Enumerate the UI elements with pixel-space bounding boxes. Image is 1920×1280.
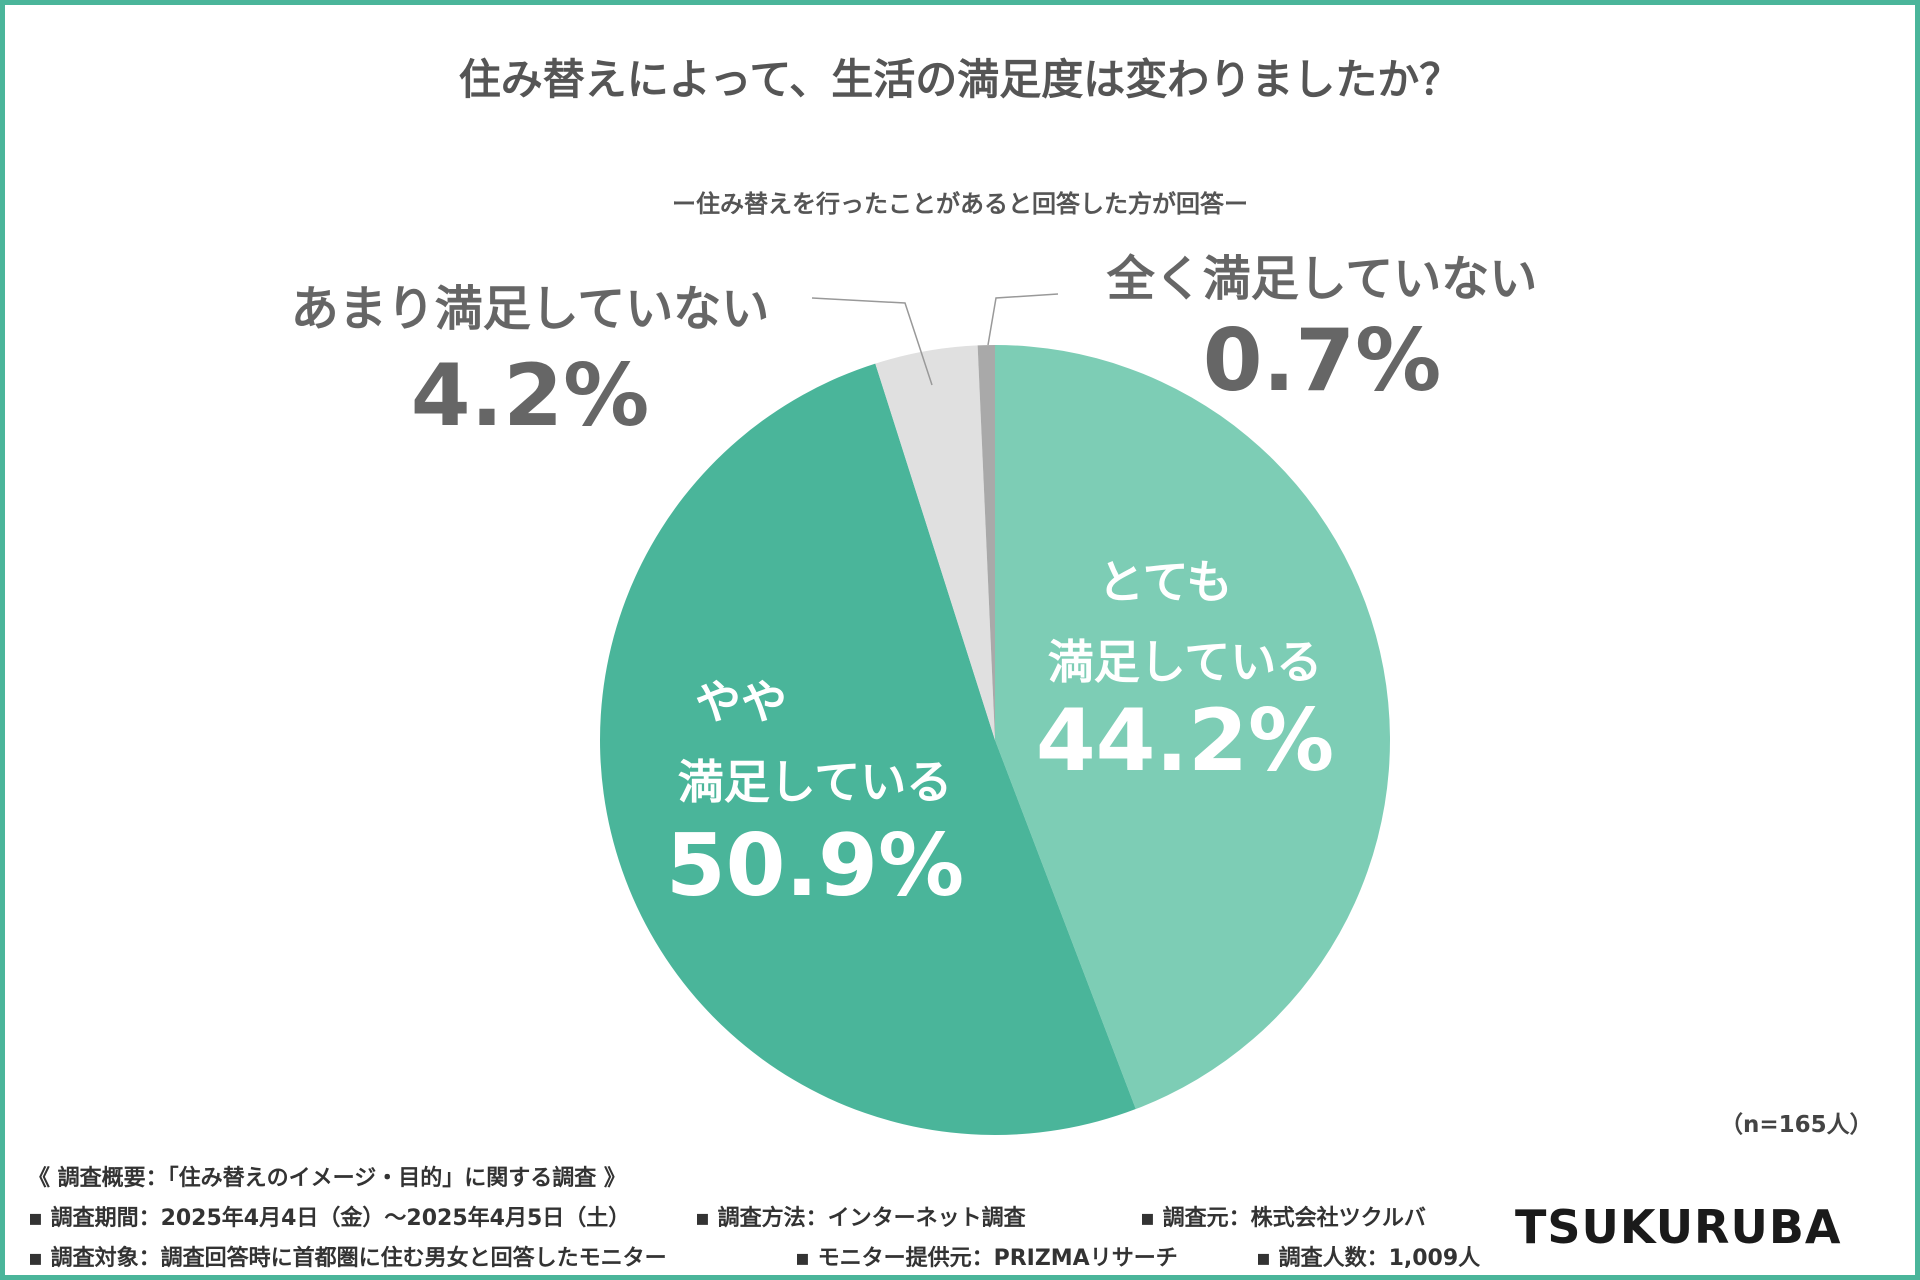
slice-label-0-line-0: とても xyxy=(1098,555,1232,609)
survey-source: ▪ 調査元：株式会社ツクルバ xyxy=(1140,1206,1426,1231)
survey-period: ▪ 調査期間：2025年4月4日（金）～2025年4月5日（土） xyxy=(28,1206,631,1231)
pie-slice-1 xyxy=(600,363,1136,1135)
pie-slice-0 xyxy=(995,345,1390,1110)
chart-title: 住み替えによって、生活の満足度は変わりましたか？ xyxy=(458,55,1462,104)
leader-line-2 xyxy=(811,297,933,386)
sample-size-label: （n=165人） xyxy=(1720,1112,1873,1138)
survey-provider: ▪ モニター提供元：PRIZMAリサーチ xyxy=(795,1246,1178,1271)
slice-label-2-line-0: あまり満足していない xyxy=(291,281,770,337)
slice-label-1-line-0: やや xyxy=(695,675,787,729)
survey-name: 《 調査概要：「住み替えのイメージ・目的」に関する調査 》 xyxy=(28,1166,626,1191)
slice-value-2: 4.2% xyxy=(411,346,650,446)
chart-subtitle: ー住み替えを行ったことがあると回答した方が回答ー xyxy=(672,190,1248,218)
survey-target: ▪ 調査対象：調査回答時に首都圏に住む男女と回答したモニター xyxy=(28,1246,667,1271)
slice-value-1: 50.9% xyxy=(666,816,964,916)
slice-label-3-line-0: 全く満足していない xyxy=(1106,251,1538,307)
survey-method: ▪ 調査方法：インターネット調査 xyxy=(695,1206,1026,1231)
pie-slice-3 xyxy=(977,345,995,740)
slice-value-3: 0.7% xyxy=(1203,311,1442,411)
leader-line-3 xyxy=(987,293,1059,346)
tsukuruba-logo: TSUKURUBA xyxy=(1515,1200,1842,1254)
survey-count: ▪ 調査人数：1,009人 xyxy=(1256,1246,1481,1271)
slice-label-0-line-1: 満足している xyxy=(1048,635,1323,689)
pie-slice-2 xyxy=(875,345,995,740)
slice-label-1-line-1: 満足している xyxy=(678,755,953,809)
slice-value-0: 44.2% xyxy=(1036,691,1334,791)
